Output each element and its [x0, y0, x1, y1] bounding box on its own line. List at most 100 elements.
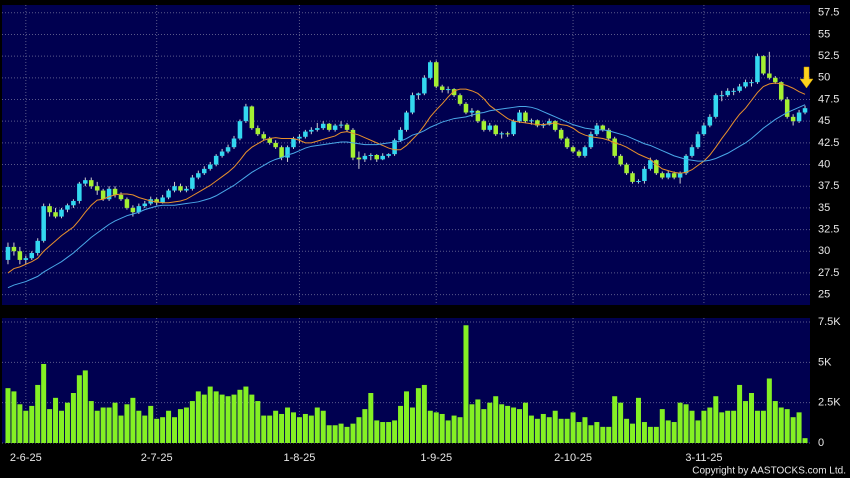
candle-body	[380, 155, 385, 160]
volume-bar	[600, 426, 606, 443]
volume-bar	[719, 412, 725, 443]
candle-body	[356, 157, 362, 160]
volume-bar	[136, 410, 142, 443]
candle-body	[713, 95, 719, 117]
candle-body	[166, 190, 171, 198]
candle-body	[802, 108, 808, 113]
volume-bar	[475, 399, 481, 443]
volume-bar	[118, 415, 124, 443]
volume-bar	[148, 405, 154, 443]
volume-bar	[82, 370, 88, 443]
candle-body	[196, 173, 201, 178]
volume-bar	[630, 423, 636, 443]
candle-body	[5, 246, 11, 260]
volume-bar	[267, 415, 273, 443]
volume-bar	[112, 402, 118, 443]
candle-body	[320, 123, 326, 129]
candle-body	[178, 186, 183, 191]
candle-body	[790, 116, 796, 122]
volume-bar	[790, 417, 796, 443]
candle-body	[439, 86, 445, 90]
candle-body	[457, 95, 463, 104]
volume-bar	[517, 409, 523, 443]
volume-bar	[338, 423, 344, 443]
volume-bar	[225, 396, 231, 443]
candle-body	[392, 140, 397, 155]
candle-body	[606, 129, 611, 139]
candle-body	[35, 240, 40, 253]
y-tick-label: 37.5	[818, 180, 839, 192]
volume-bar	[659, 409, 665, 443]
volume-bar	[177, 409, 183, 443]
volume-bar	[784, 409, 790, 443]
volume-bar	[606, 426, 612, 443]
volume-bar	[665, 420, 671, 443]
candle-body	[463, 103, 469, 113]
candle-body	[778, 82, 784, 100]
volume-bar	[368, 393, 374, 443]
volume-bar	[743, 401, 749, 443]
candle-body	[636, 181, 641, 183]
volume-bar	[47, 409, 53, 443]
volume-bar	[409, 407, 415, 443]
x-tick-label: 2-10-25	[554, 452, 592, 464]
candle-body	[172, 186, 177, 191]
volume-bar	[166, 410, 172, 443]
y-tick-label: 47.5	[818, 93, 839, 105]
x-tick-label: 2-7-25	[141, 452, 173, 464]
candle-body	[243, 106, 249, 122]
candle-body	[219, 151, 225, 156]
volume-bar	[469, 404, 475, 443]
candle-body	[154, 199, 159, 203]
candle-body	[689, 147, 695, 156]
volume-bar	[308, 415, 314, 443]
volume-bar	[576, 422, 582, 443]
volume-bar	[635, 397, 641, 443]
candle-body	[237, 121, 243, 139]
volume-bar	[213, 391, 219, 443]
volume-bar	[552, 410, 558, 443]
candle-body	[273, 142, 278, 148]
candle-body	[350, 129, 356, 158]
candle-body	[600, 125, 606, 130]
candle-body	[112, 188, 118, 195]
candle-body	[546, 121, 552, 125]
moving-average-line	[7, 82, 806, 274]
volume-bar	[671, 422, 677, 443]
volume-bar	[546, 417, 552, 443]
volume-bar	[612, 396, 618, 443]
volume-bar	[106, 407, 112, 443]
candle-body	[618, 155, 623, 165]
candle-body	[303, 131, 308, 137]
candle-body	[701, 125, 707, 135]
volume-bar	[5, 388, 11, 443]
candle-body	[47, 206, 52, 213]
volume-bar	[53, 397, 59, 443]
candle-body	[368, 155, 374, 156]
volume-bar	[760, 410, 766, 443]
volume-bar	[273, 410, 279, 443]
candle-body	[142, 203, 148, 207]
volume-bar	[594, 422, 600, 443]
volume-bar	[427, 410, 433, 443]
candle-body	[505, 133, 510, 135]
volume-bar	[88, 401, 94, 443]
volume-bar	[421, 384, 427, 443]
volume-bar	[380, 422, 386, 443]
volume-bar	[154, 418, 160, 443]
y-tick-label: 52.5	[818, 50, 839, 62]
volume-bar	[207, 386, 213, 443]
volume-bar	[647, 426, 653, 443]
volume-bar	[350, 423, 356, 443]
candle-body	[654, 160, 659, 174]
candle-body	[773, 77, 778, 83]
volume-bar	[160, 417, 166, 443]
volume-bar	[463, 325, 469, 443]
candle-body	[582, 147, 588, 156]
candle-body	[660, 173, 665, 178]
y-tick-label: 2.5K	[818, 397, 841, 409]
volume-bar	[701, 410, 707, 443]
volume-bar	[457, 417, 463, 443]
volume-bar	[522, 402, 528, 443]
arrow-indicator	[799, 66, 814, 89]
